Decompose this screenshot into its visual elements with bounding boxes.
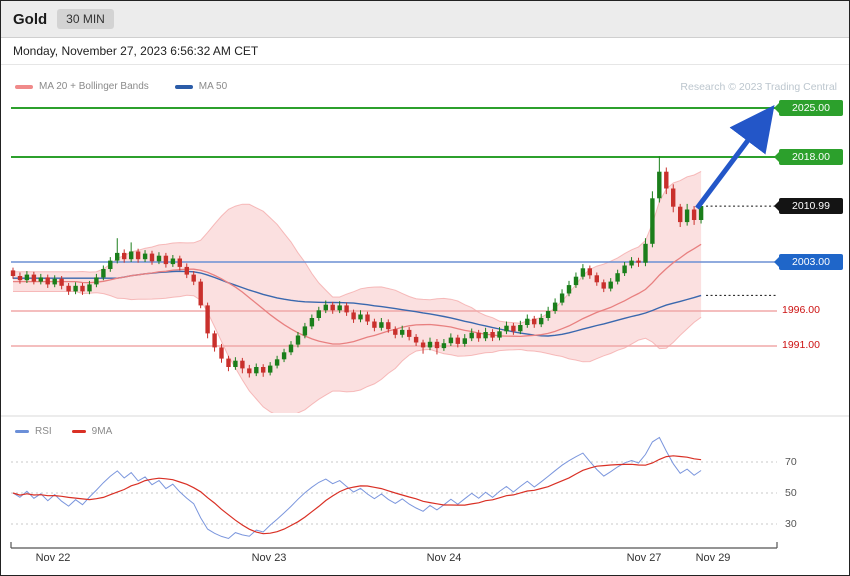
date-axis-label: Nov 27 bbox=[626, 552, 662, 564]
ma50-legend-label: MA 50 bbox=[198, 81, 228, 92]
date-axis-label: Nov 23 bbox=[251, 552, 287, 564]
price-level-support: 1996.00 bbox=[782, 304, 820, 316]
dotted-projections bbox=[706, 205, 777, 296]
rsi-ma-legend-item: 9MA bbox=[71, 426, 113, 437]
projection-arrow bbox=[695, 105, 775, 210]
rsi-legend-label: RSI bbox=[35, 426, 52, 437]
moving-averages bbox=[13, 243, 702, 345]
watermark: Research © 2023 Trading Central bbox=[680, 81, 837, 93]
date-axis-label: Nov 22 bbox=[35, 552, 71, 564]
ma20-swatch-icon bbox=[15, 84, 33, 89]
header-bar: Gold 30 MIN bbox=[1, 1, 849, 38]
price-level-resistance: 2018.00 bbox=[774, 149, 843, 165]
rsi-legend: RSI 9MA bbox=[15, 426, 112, 437]
date-axis-label: Nov 29 bbox=[695, 552, 731, 564]
time-axis bbox=[10, 542, 778, 549]
rsi-axis-label: 50 bbox=[785, 487, 797, 499]
candlesticks bbox=[10, 156, 704, 378]
rsi-ma-swatch-icon bbox=[71, 430, 86, 433]
rsi-axis-label: 30 bbox=[785, 518, 797, 530]
ma50-legend-item: MA 50 bbox=[174, 81, 228, 92]
price-level-resistance: 2025.00 bbox=[774, 100, 843, 116]
rsi-legend-item: RSI bbox=[15, 426, 52, 437]
rsi-swatch-icon bbox=[15, 430, 29, 433]
price-level-pivot: 2003.00 bbox=[774, 254, 843, 270]
rsi-axis-label: 70 bbox=[785, 456, 797, 468]
instrument-title: Gold bbox=[13, 10, 48, 28]
date-axis-label: Nov 24 bbox=[426, 552, 462, 564]
bollinger-band bbox=[13, 170, 702, 413]
ma20-legend-item: MA 20 + Bollinger Bands bbox=[15, 81, 149, 92]
rsi-ma-legend-label: 9MA bbox=[91, 426, 113, 437]
price-level-last-price: 2010.99 bbox=[774, 198, 843, 215]
rsi-panel bbox=[11, 436, 777, 540]
indicator-legend: MA 20 + Bollinger Bands MA 50 bbox=[15, 81, 227, 92]
ma50-swatch-icon bbox=[174, 84, 193, 89]
price-level-support: 1991.00 bbox=[782, 339, 820, 351]
timestamp: Monday, November 27, 2023 6:56:32 AM CET bbox=[1, 38, 849, 65]
date-axis-labels: Nov 22 Nov 23 Nov 24 Nov 27 Nov 29 bbox=[1, 552, 849, 570]
timeframe-badge: 30 MIN bbox=[57, 9, 114, 29]
ma20-legend-label: MA 20 + Bollinger Bands bbox=[39, 81, 149, 92]
